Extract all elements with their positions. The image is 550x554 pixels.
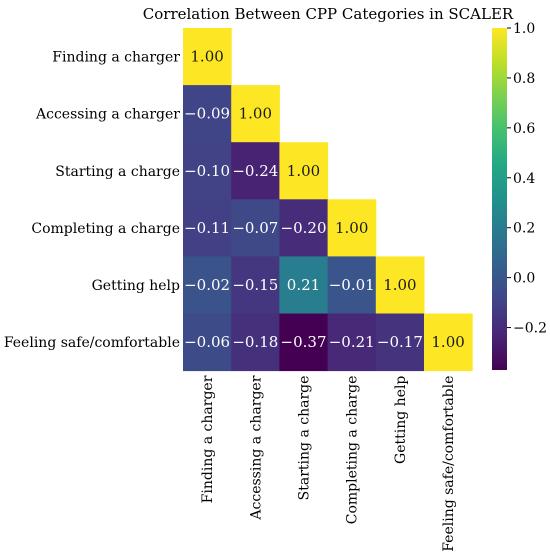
row-label: Completing a charge xyxy=(31,221,180,237)
chart-title: Correlation Between CPP Categories in SC… xyxy=(143,5,514,23)
cell-value-label: 1.00 xyxy=(190,48,223,66)
heatmap-cell xyxy=(183,256,232,314)
heatmap-cells: 1.00−0.09 1.00−0.10 −0.24 1.00−0.11 −0.07 −0.… xyxy=(183,28,473,372)
column-labels: Finding a charger Accessing a charger Star… xyxy=(200,375,457,551)
column-label: Accessing a charger xyxy=(248,375,264,520)
row-label: Starting a charge xyxy=(55,164,180,180)
cell-value-label: −0.20 xyxy=(281,219,327,237)
cell-value-label: −0.01 xyxy=(329,276,375,294)
heatmap-cell xyxy=(279,256,329,314)
cell-value-label: −0.18 xyxy=(232,333,278,351)
heatmap-cell xyxy=(327,199,377,257)
cell-value-label: −0.21 xyxy=(329,333,375,351)
heatmap-cell xyxy=(231,256,280,314)
column-label: Finding a charger xyxy=(200,375,216,503)
colorbar-tick-label: 0.4 xyxy=(513,171,535,187)
row-labels: Finding a charger Accessing a charger Star… xyxy=(4,50,180,351)
heatmap-cell xyxy=(424,313,473,372)
heatmap-cell xyxy=(231,85,280,143)
heatmap-cell xyxy=(279,142,329,200)
cell-value-label: −0.11 xyxy=(184,219,230,237)
cell-value-label: −0.17 xyxy=(377,333,423,351)
cell-value-label: −0.37 xyxy=(281,333,327,351)
row-label: Feeling safe/comfortable xyxy=(4,335,180,351)
heatmap-cell xyxy=(327,313,377,372)
cell-value-label: −0.07 xyxy=(232,219,278,237)
heatmap-cell xyxy=(183,85,232,143)
heatmap-cell xyxy=(183,199,232,257)
heatmap-cell xyxy=(183,28,232,86)
heatmap-cell xyxy=(327,256,377,314)
cell-value-label: 1.00 xyxy=(335,219,368,237)
colorbar-ticks: 1.0 0.8 0.6 0.4 0.2 0.0 −0.2 xyxy=(507,21,547,337)
heatmap-cell xyxy=(183,313,232,372)
colorbar-tick-label: 0.6 xyxy=(513,121,535,137)
heatmap-cell xyxy=(231,313,280,372)
colorbar-tick-label: 0.8 xyxy=(513,71,535,87)
cell-value-label: −0.09 xyxy=(184,105,230,123)
heatmap-cell xyxy=(183,142,232,200)
colorbar-tick-label: 0.2 xyxy=(513,221,535,237)
row-label: Finding a charger xyxy=(52,50,180,66)
cell-value-label: −0.06 xyxy=(184,333,230,351)
cell-value-label: −0.10 xyxy=(184,162,230,180)
colorbar xyxy=(492,28,507,370)
cell-value-label: −0.15 xyxy=(232,276,278,294)
heatmap-cell xyxy=(375,313,425,372)
heatmap-cell xyxy=(231,199,280,257)
row-label: Getting help xyxy=(92,278,180,294)
column-label: Feeling safe/comfortable xyxy=(441,376,457,552)
row-label: Accessing a charger xyxy=(35,107,180,123)
colorbar-tick-label: −0.2 xyxy=(513,321,547,337)
cell-value-label: 0.21 xyxy=(287,276,320,294)
cell-value-label: 1.00 xyxy=(287,162,320,180)
colorbar-tick-label: 1.0 xyxy=(513,21,535,37)
heatmap-cell xyxy=(375,256,425,314)
column-label: Getting help xyxy=(393,376,409,464)
cell-value-label: −0.02 xyxy=(184,276,230,294)
column-label: Completing a charge xyxy=(345,376,361,525)
colorbar-tick-label: 0.0 xyxy=(513,271,535,287)
column-label: Starting a charge xyxy=(297,376,313,501)
cell-value-label: 1.00 xyxy=(431,333,464,351)
heatmap-cell xyxy=(279,313,329,372)
cell-value-label: 1.00 xyxy=(383,276,416,294)
heatmap-cell xyxy=(279,199,329,257)
cell-value-label: 1.00 xyxy=(239,105,272,123)
heatmap-cell xyxy=(231,142,280,200)
cell-value-label: −0.24 xyxy=(232,162,278,180)
